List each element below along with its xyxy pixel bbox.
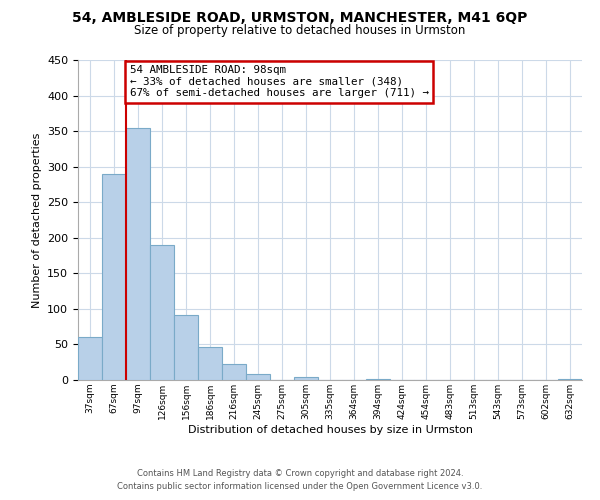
Text: Size of property relative to detached houses in Urmston: Size of property relative to detached ho… [134,24,466,37]
X-axis label: Distribution of detached houses by size in Urmston: Distribution of detached houses by size … [187,424,473,434]
Text: 54 AMBLESIDE ROAD: 98sqm
← 33% of detached houses are smaller (348)
67% of semi-: 54 AMBLESIDE ROAD: 98sqm ← 33% of detach… [130,65,428,98]
Bar [198,348,222,380]
Bar [294,377,318,380]
Bar [222,364,246,380]
Bar [366,378,390,380]
Bar [78,338,102,380]
Bar [246,374,270,380]
Bar [174,314,198,380]
Bar [126,128,150,380]
Text: Contains HM Land Registry data © Crown copyright and database right 2024.
Contai: Contains HM Land Registry data © Crown c… [118,470,482,491]
Y-axis label: Number of detached properties: Number of detached properties [32,132,41,308]
Text: 54, AMBLESIDE ROAD, URMSTON, MANCHESTER, M41 6QP: 54, AMBLESIDE ROAD, URMSTON, MANCHESTER,… [73,11,527,25]
Bar [150,245,174,380]
Bar [102,174,126,380]
Bar [558,378,582,380]
